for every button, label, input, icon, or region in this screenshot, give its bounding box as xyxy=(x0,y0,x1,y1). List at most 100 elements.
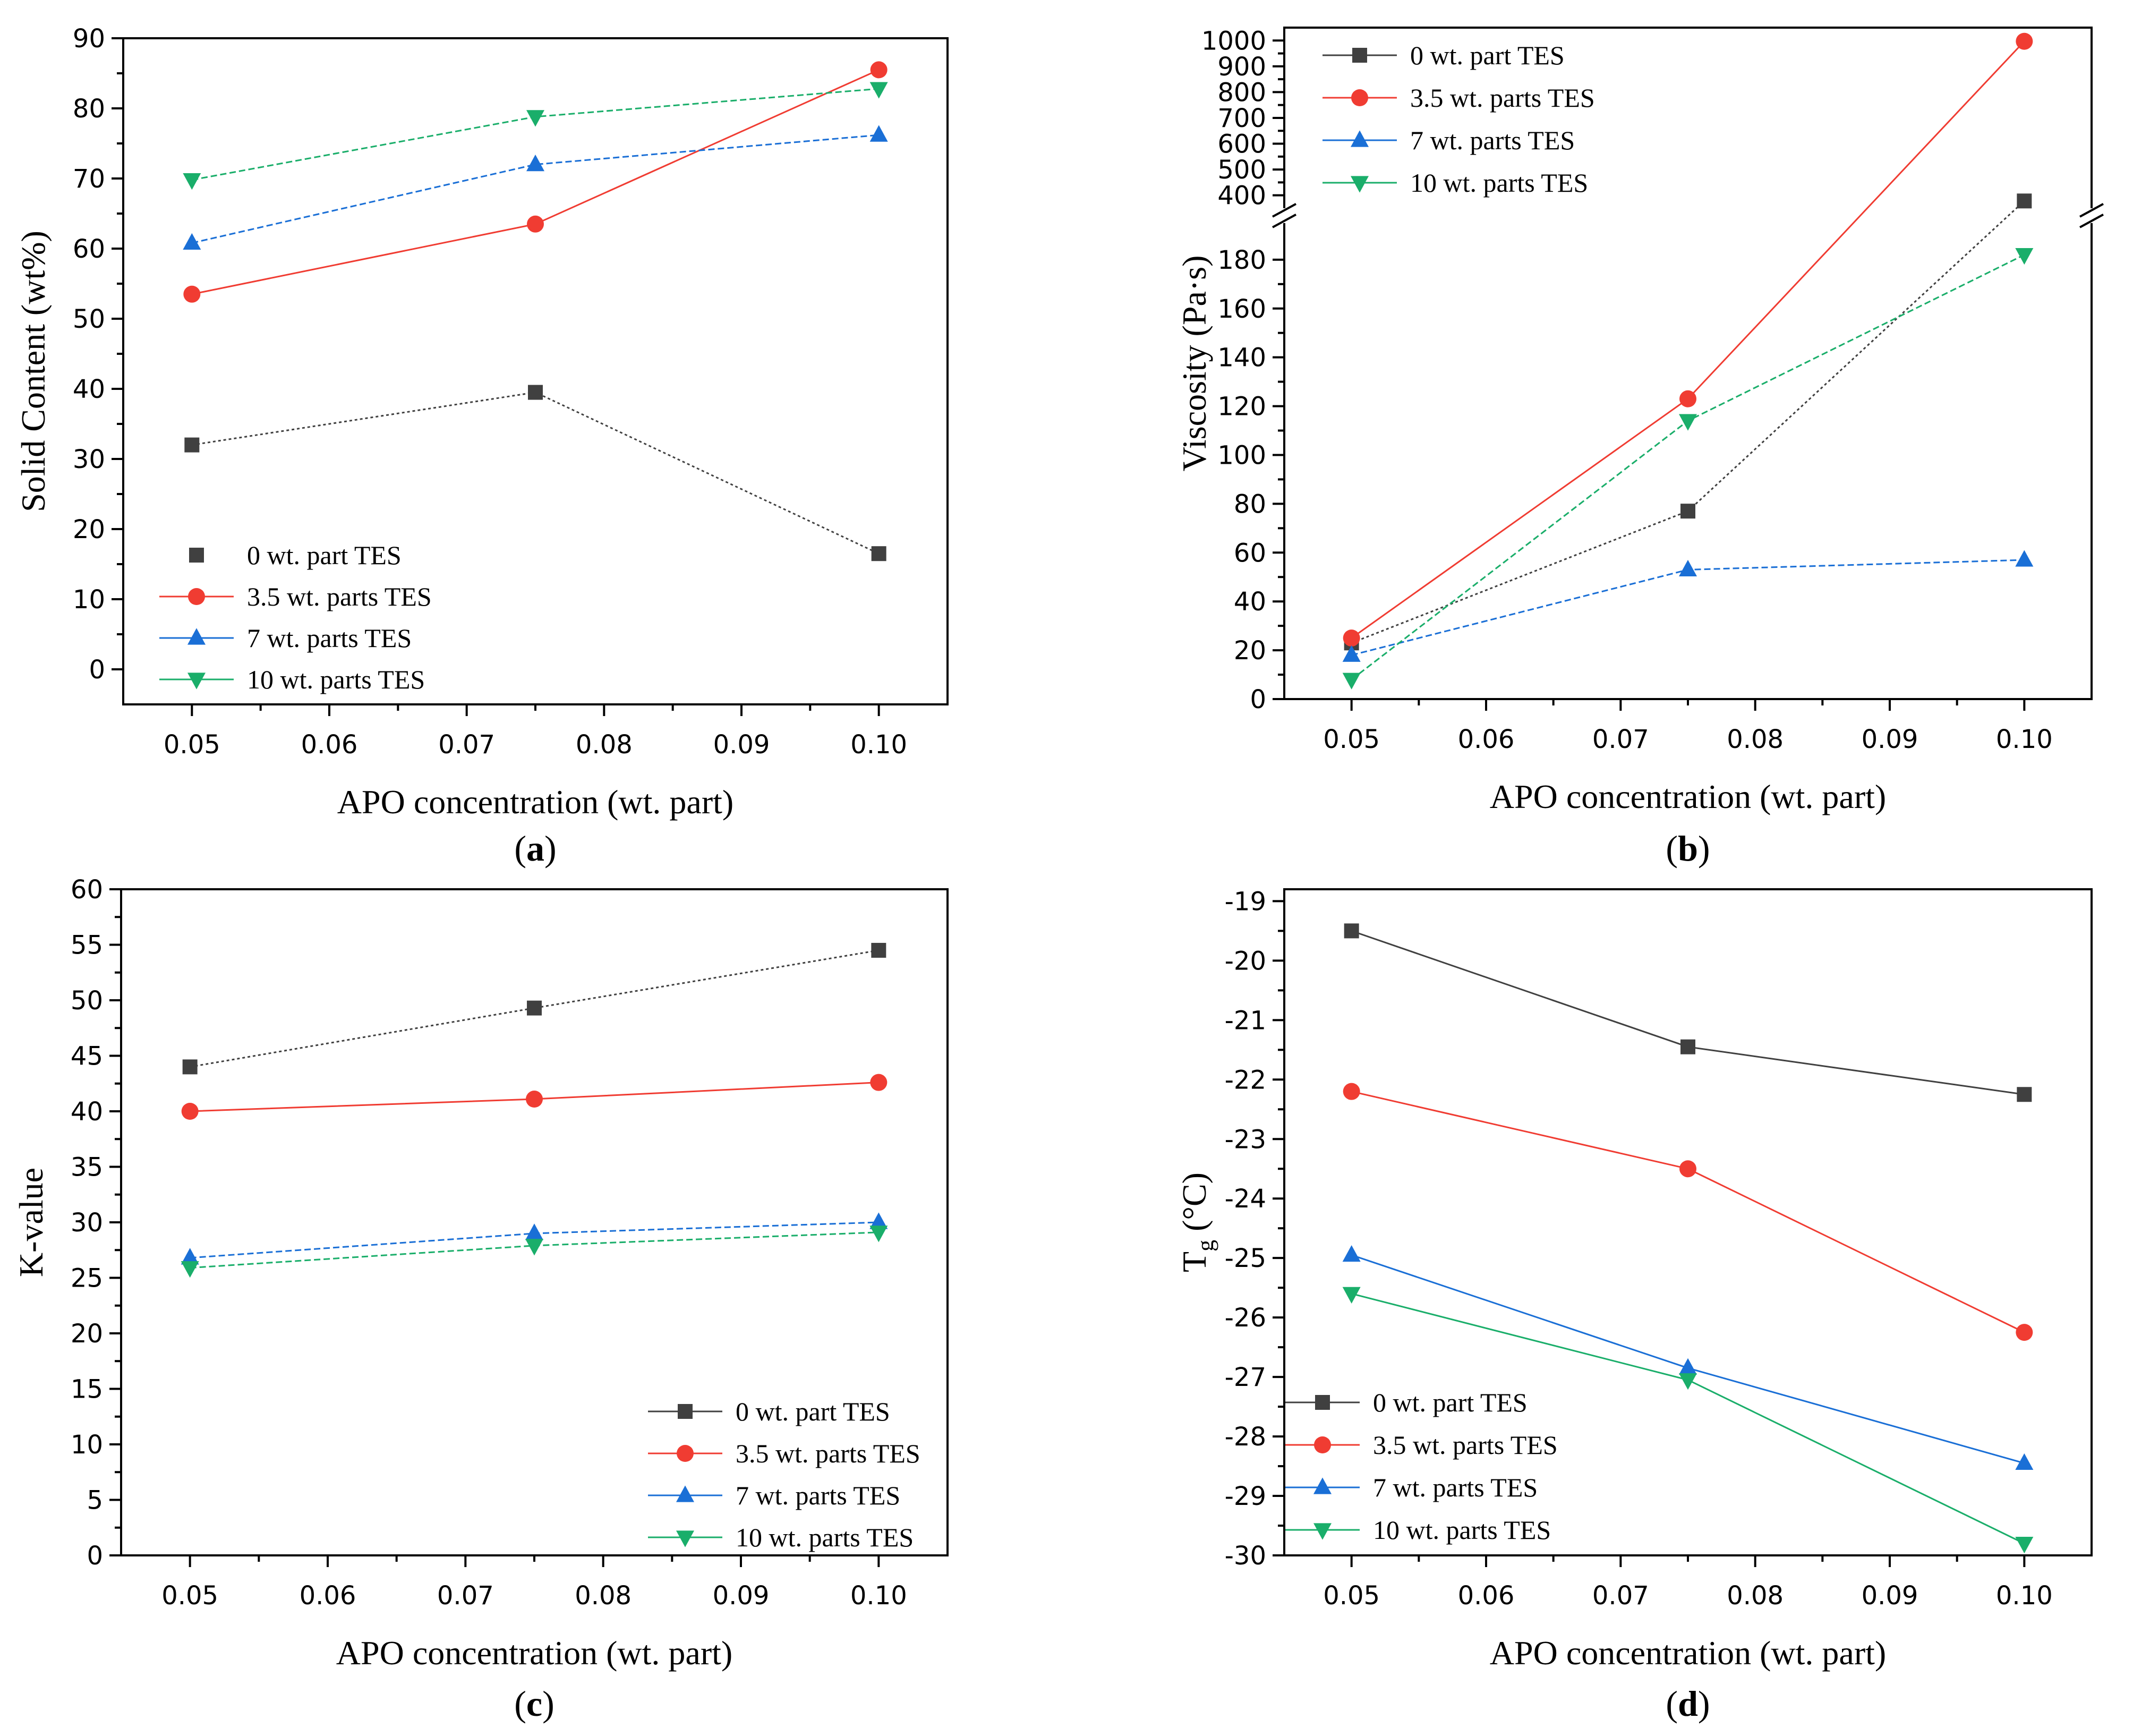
data-point-square xyxy=(189,548,204,563)
y-axis-title-subscript: g xyxy=(1192,1240,1218,1252)
y-tick-label: 100 xyxy=(1217,440,1266,470)
data-point-triangle-down xyxy=(181,1261,199,1278)
legend-label: 3.5 wt. parts TES xyxy=(1373,1430,1558,1460)
data-point-triangle-up xyxy=(869,125,888,142)
data-point-circle xyxy=(870,61,888,79)
series-0 xyxy=(184,385,886,561)
legend-label: 3.5 wt. parts TES xyxy=(1410,83,1595,113)
data-point-triangle-up xyxy=(187,628,206,645)
y-tick-label: -30 xyxy=(1225,1541,1266,1571)
axis-break-mark xyxy=(1272,203,1296,218)
x-axis-title: APO concentration (wt. part) xyxy=(337,783,733,821)
data-point-triangle-up xyxy=(1313,1477,1332,1494)
chart-panel-d: 0.05 0.06 0.07 0.08 0.09 0.10 -30 -29 -28 -27 -26 -… xyxy=(1175,887,2093,1724)
series-line xyxy=(192,392,880,555)
series-0 xyxy=(1344,923,2032,1102)
data-point-triangle-down xyxy=(525,1239,543,1256)
data-point-triangle-up xyxy=(526,155,544,172)
data-point-square xyxy=(184,437,200,453)
data-point-circle xyxy=(183,285,201,303)
y-tick-label: -25 xyxy=(1225,1244,1266,1273)
series-line xyxy=(1351,930,2025,1095)
y-tick-label: 500 xyxy=(1217,155,1266,185)
data-point-triangle-up xyxy=(2015,550,2034,567)
series-1 xyxy=(1343,1083,2033,1341)
data-point-triangle-down xyxy=(1313,1523,1332,1540)
legend: 0 wt. part TES 3.5 wt. parts TES 7 wt. par… xyxy=(648,1397,920,1552)
x-tick-label: 0.05 xyxy=(164,730,220,760)
y-tick-label: 70 xyxy=(73,164,105,194)
data-point-triangle-up xyxy=(1351,130,1369,147)
panel-label-open: ( xyxy=(514,1683,526,1724)
series-0 xyxy=(182,942,886,1075)
panel-label-open: ( xyxy=(1666,828,1678,869)
y-tick-label: 10 xyxy=(71,1430,103,1460)
y-tick-label: 25 xyxy=(71,1264,103,1294)
plot-frame xyxy=(1283,27,2093,700)
legend: 0 wt. part TES 3.5 wt. parts TES 7 wt. par… xyxy=(1285,1388,1558,1545)
y-tick-label: -19 xyxy=(1225,887,1266,916)
series-1 xyxy=(1343,32,2033,647)
y-tick-label: 40 xyxy=(73,375,105,404)
data-point-triangle-down xyxy=(2015,248,2034,265)
y-tick-label: 1000 xyxy=(1201,26,1266,56)
legend-label: 3.5 wt. parts TES xyxy=(736,1439,920,1468)
y-tick-label: 20 xyxy=(1234,636,1266,666)
data-point-triangle-up xyxy=(869,1212,888,1229)
series-line xyxy=(1351,254,2025,680)
panel-label-close: ) xyxy=(1698,1683,1710,1724)
x-tick-label: 0.08 xyxy=(576,730,633,760)
data-point-triangle-down xyxy=(1342,1287,1361,1304)
y-tick-label: 5 xyxy=(87,1486,103,1516)
x-tick-label: 0.10 xyxy=(1996,1581,2053,1611)
y-tick-label: 160 xyxy=(1217,294,1266,324)
data-point-square xyxy=(1344,923,1359,939)
data-point-circle xyxy=(1314,1436,1331,1453)
y-axis-title-suffix: (°C) xyxy=(1175,1172,1213,1240)
y-tick-label: 30 xyxy=(71,1208,103,1238)
axis-break-mark xyxy=(2079,214,2104,228)
x-axis-title: APO concentration (wt. part) xyxy=(336,1634,732,1672)
y-tick-label: 60 xyxy=(71,875,103,905)
legend-label: 0 wt. part TES xyxy=(736,1397,890,1426)
series-3 xyxy=(181,1226,888,1278)
y-tick-label: -29 xyxy=(1225,1482,1266,1511)
legend-label: 0 wt. part TES xyxy=(1373,1388,1528,1417)
y-tick-label: -22 xyxy=(1225,1065,1266,1095)
x-tick-label: 0.07 xyxy=(1592,725,1649,754)
y-tick-label: 20 xyxy=(73,515,105,544)
data-point-triangle-down xyxy=(526,110,544,127)
data-point-square xyxy=(528,385,543,400)
y-tick-label: 60 xyxy=(73,234,105,264)
data-point-triangle-down xyxy=(2015,1537,2034,1554)
x-tick-label: 0.10 xyxy=(850,730,907,760)
data-point-triangle-down xyxy=(869,82,888,99)
y-tick-label: 40 xyxy=(1234,587,1266,617)
data-point-triangle-up xyxy=(676,1485,694,1502)
y-tick-label: 0 xyxy=(87,1541,103,1571)
x-tick-label: 0.07 xyxy=(1592,1581,1649,1611)
data-point-circle xyxy=(1343,1083,1360,1100)
y-tick-label: 120 xyxy=(1217,392,1266,422)
panel-label: (b) xyxy=(1666,828,1710,869)
panel-label-close: ) xyxy=(1698,828,1710,869)
panel-label-close: ) xyxy=(544,828,557,869)
chart-panel-a: 0.05 0.06 0.07 0.08 0.09 0.10 0 10 20 30 40 50 60 70 8… xyxy=(14,24,949,869)
y-tick-label: -23 xyxy=(1225,1125,1266,1154)
y-tick-label: 0 xyxy=(89,655,105,685)
y-tick-label: -28 xyxy=(1225,1422,1266,1452)
legend-label: 0 wt. part TES xyxy=(1410,40,1565,70)
legend-label: 7 wt. parts TES xyxy=(1373,1473,1538,1502)
data-point-triangle-up xyxy=(2015,1453,2034,1470)
y-tick-label: -21 xyxy=(1225,1006,1266,1035)
y-tick-label: -24 xyxy=(1225,1184,1266,1214)
series-line xyxy=(1351,1091,2025,1333)
data-point-square xyxy=(871,546,886,561)
series-1 xyxy=(183,61,888,303)
data-point-triangle-down xyxy=(1679,1373,1697,1390)
y-tick-label: 80 xyxy=(73,94,105,124)
data-point-circle xyxy=(2016,32,2033,50)
x-tick-label: 0.08 xyxy=(1727,725,1784,754)
y-axis-title: Solid Content (wt%) xyxy=(14,231,52,512)
